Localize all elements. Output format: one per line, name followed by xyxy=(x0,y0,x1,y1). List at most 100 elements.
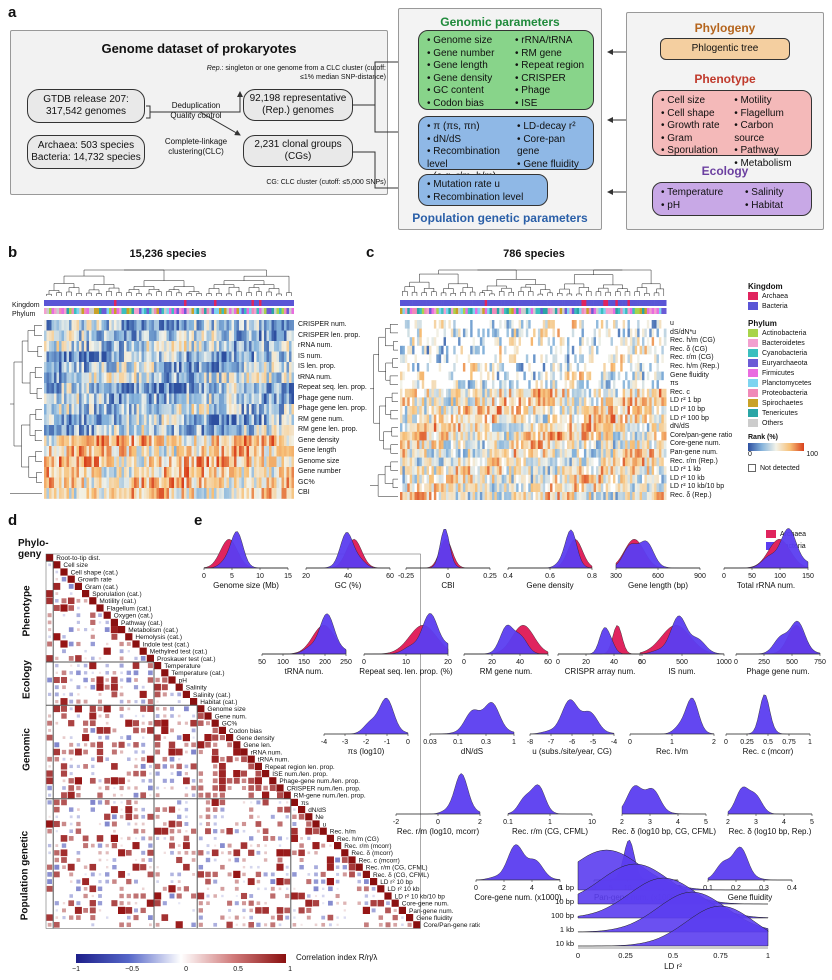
heat-cell xyxy=(194,341,197,352)
corr-cell xyxy=(147,727,154,734)
heat-cell xyxy=(189,320,192,331)
heat-cell xyxy=(629,431,633,441)
heat-cell xyxy=(501,492,505,500)
heat-cell xyxy=(101,446,105,457)
corr-cell xyxy=(169,706,175,711)
heat-cell xyxy=(159,341,162,352)
heat-cell xyxy=(615,354,619,364)
heat-cell xyxy=(239,435,242,447)
heat-cell xyxy=(104,393,107,405)
heat-cell xyxy=(521,483,524,493)
phylum-cell xyxy=(249,308,252,314)
heat-cell xyxy=(412,345,415,355)
heat-cell xyxy=(184,341,187,352)
heat-cell xyxy=(610,440,614,450)
kingdom-cell xyxy=(206,300,210,306)
heat-cell xyxy=(617,449,621,458)
heat-cell xyxy=(251,467,255,478)
heat-cell xyxy=(274,341,277,352)
heat-cell xyxy=(494,474,498,484)
kingdom-cell xyxy=(622,300,626,306)
heat-cell xyxy=(499,423,502,433)
heat-cell xyxy=(651,440,655,450)
heat-cell xyxy=(421,388,425,398)
heat-cell xyxy=(264,467,267,478)
heat-cell xyxy=(134,425,137,436)
heat-cell xyxy=(566,371,570,381)
corr-cell xyxy=(89,712,97,720)
heat-cell xyxy=(219,446,222,457)
heat-cell xyxy=(114,320,117,331)
phylum-cell xyxy=(69,308,72,314)
heat-cell xyxy=(634,328,638,338)
heat-cell xyxy=(101,435,105,447)
heat-cell xyxy=(144,404,147,415)
heat-cell xyxy=(281,467,285,478)
heat-cell xyxy=(586,474,590,484)
heat-cell xyxy=(236,456,240,468)
heat-cell xyxy=(504,328,507,338)
heat-cell xyxy=(581,388,585,398)
heat-cell xyxy=(149,456,152,468)
kingdom-cell xyxy=(470,300,473,306)
heat-cell xyxy=(164,446,167,457)
heat-cell xyxy=(279,414,282,426)
heat-cell xyxy=(436,423,440,433)
heat-cell xyxy=(494,492,498,500)
heat-cell xyxy=(191,446,195,457)
heat-cell xyxy=(634,406,638,415)
heat-cell xyxy=(149,435,152,447)
heat-cell xyxy=(501,431,505,441)
heat-cell xyxy=(496,371,500,381)
heat-cell xyxy=(528,483,531,493)
heat-cell xyxy=(109,477,112,489)
heat-cell xyxy=(552,337,556,347)
heat-cell xyxy=(629,457,633,467)
corr-cell xyxy=(96,683,104,691)
phylum-cell xyxy=(194,308,197,314)
heat-cell xyxy=(69,435,72,447)
heat-cell xyxy=(256,414,260,426)
heat-cell xyxy=(617,363,621,372)
heat-cell xyxy=(445,363,449,372)
heat-cell xyxy=(533,449,536,458)
heat-cell xyxy=(219,341,222,352)
heat-cell xyxy=(74,467,77,478)
heat-cell xyxy=(106,383,110,394)
heat-cell xyxy=(226,477,230,489)
heat-cell xyxy=(506,397,510,407)
heat-cell xyxy=(66,393,70,405)
heat-cell xyxy=(214,488,217,499)
heat-cell xyxy=(511,337,515,347)
heat-cell xyxy=(508,492,512,500)
heat-cell xyxy=(600,328,604,338)
heat-cell xyxy=(431,345,435,355)
heat-cell xyxy=(564,363,568,372)
legend-swatch xyxy=(748,349,758,357)
heat-cell xyxy=(211,393,215,405)
heat-cell xyxy=(404,431,408,441)
heat-cell xyxy=(279,425,282,436)
heat-cell xyxy=(166,320,170,331)
heat-cell xyxy=(634,423,638,433)
heat-cell xyxy=(204,404,207,415)
corr-cell xyxy=(90,742,96,748)
heat-cell xyxy=(598,440,602,450)
domains-line1: Archaea: 503 species xyxy=(37,140,135,151)
heat-cell xyxy=(537,466,541,476)
heat-cell xyxy=(51,414,55,426)
heat-cell xyxy=(465,440,469,450)
heat-cell xyxy=(632,431,636,441)
heat-cell xyxy=(236,425,240,436)
heat-cell xyxy=(472,466,476,476)
heat-cell xyxy=(146,351,150,363)
heat-cell xyxy=(94,435,97,447)
heat-cell xyxy=(482,474,485,484)
heat-cell xyxy=(530,474,534,484)
phylum-cell xyxy=(593,308,597,314)
heat-cell xyxy=(605,440,609,450)
heat-cell xyxy=(229,341,232,352)
corr-cell xyxy=(68,749,74,755)
heat-cell xyxy=(617,354,621,364)
heat-cell xyxy=(139,414,142,426)
